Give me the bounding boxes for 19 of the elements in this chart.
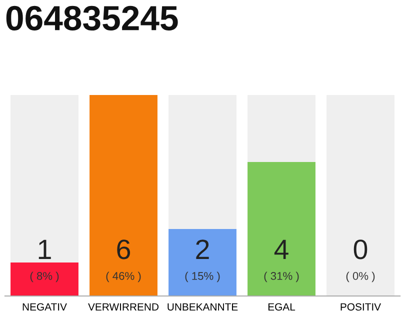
data-label: 1 ( 8% )	[30, 240, 59, 282]
x-tick-label: POSITIV	[340, 303, 382, 311]
bar	[168, 229, 236, 296]
annotation: 0 ( 0% )	[346, 240, 375, 282]
bar	[10, 95, 78, 262]
x-tick-label: NEGATIV	[22, 303, 67, 311]
bar	[326, 95, 394, 296]
x-tick-label: UNBEKANNTE	[168, 303, 238, 311]
data-label: 2 ( 15% )	[185, 240, 220, 282]
bar	[248, 95, 316, 162]
data-label: 4 ( 31% )	[264, 240, 299, 282]
chart-title: 064835245	[6, 6, 178, 31]
x-tick-label: EGAL	[268, 303, 296, 311]
bar	[168, 95, 236, 229]
bar	[90, 95, 158, 296]
data-label: 6 ( 46% )	[106, 240, 141, 282]
bar	[248, 162, 316, 296]
bar	[10, 262, 78, 296]
x-tick-label: VERWIRREND	[88, 303, 158, 310]
